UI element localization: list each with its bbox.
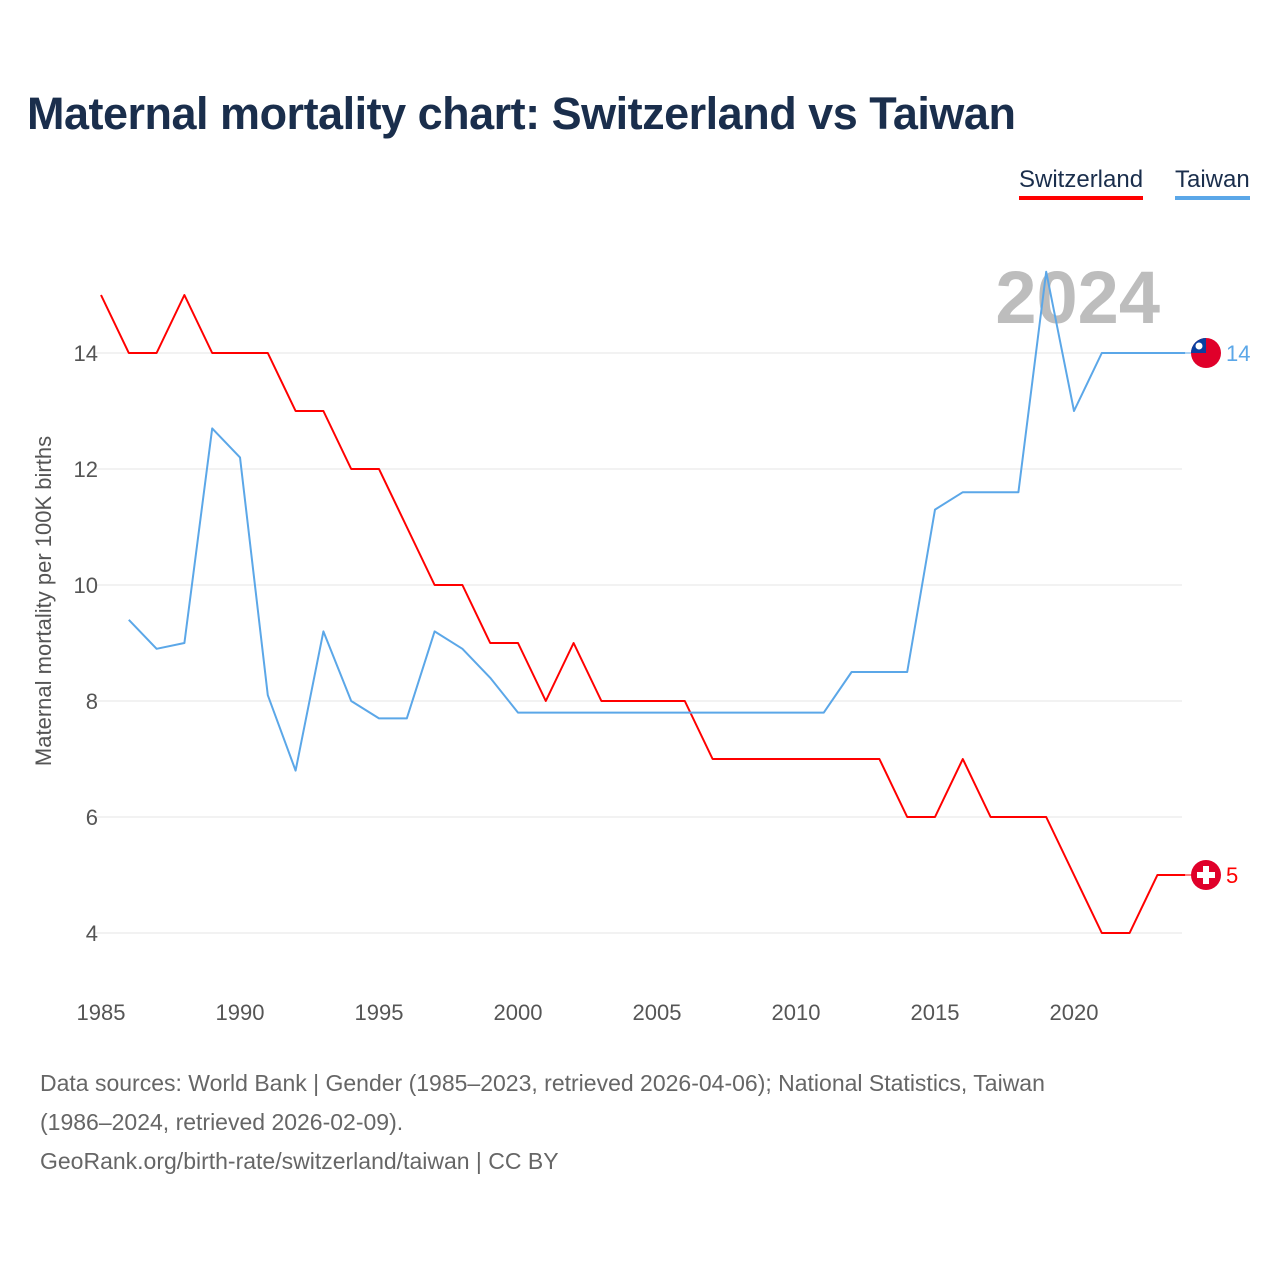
series-line-switzerland [100, 294, 1186, 934]
legend-switzerland[interactable]: Switzerland [1019, 166, 1144, 200]
y-tick-label: 6 [86, 805, 98, 830]
x-tick-label: 2010 [772, 1000, 821, 1025]
y-axis-label: Maternal mortality per 100K births [31, 436, 56, 766]
series-line-taiwan [128, 270, 1186, 772]
source-line-2: (1986–2024, retrieved 2026-02-09). [40, 1109, 404, 1135]
legend-taiwan[interactable]: Taiwan [1175, 166, 1250, 200]
x-tick-label: 1990 [216, 1000, 265, 1025]
y-tick-label: 4 [86, 921, 98, 946]
y-tick-label: 12 [74, 457, 98, 482]
source-line-1: Data sources: World Bank | Gender (1985–… [40, 1070, 1045, 1096]
y-tick-label: 10 [74, 573, 98, 598]
x-tick-label: 2015 [911, 1000, 960, 1025]
swiss-cross-h [1197, 872, 1215, 878]
end-value-label: 14 [1226, 341, 1250, 366]
x-tick-label: 1995 [355, 1000, 404, 1025]
source-link[interactable]: GeoRank.org/birth-rate/switzerland/taiwa… [40, 1148, 559, 1174]
x-tick-label: 2000 [494, 1000, 543, 1025]
year-watermark: 2024 [995, 256, 1160, 339]
x-tick-label: 2020 [1050, 1000, 1099, 1025]
chart-title: Maternal mortality chart: Switzerland vs… [27, 88, 1016, 139]
x-tick-label: 2005 [633, 1000, 682, 1025]
y-tick-label: 8 [86, 689, 98, 714]
end-value-label: 5 [1226, 863, 1238, 888]
x-tick-label: 1985 [77, 1000, 126, 1025]
taiwan-flag-sun [1195, 342, 1203, 350]
y-tick-label: 14 [74, 341, 98, 366]
